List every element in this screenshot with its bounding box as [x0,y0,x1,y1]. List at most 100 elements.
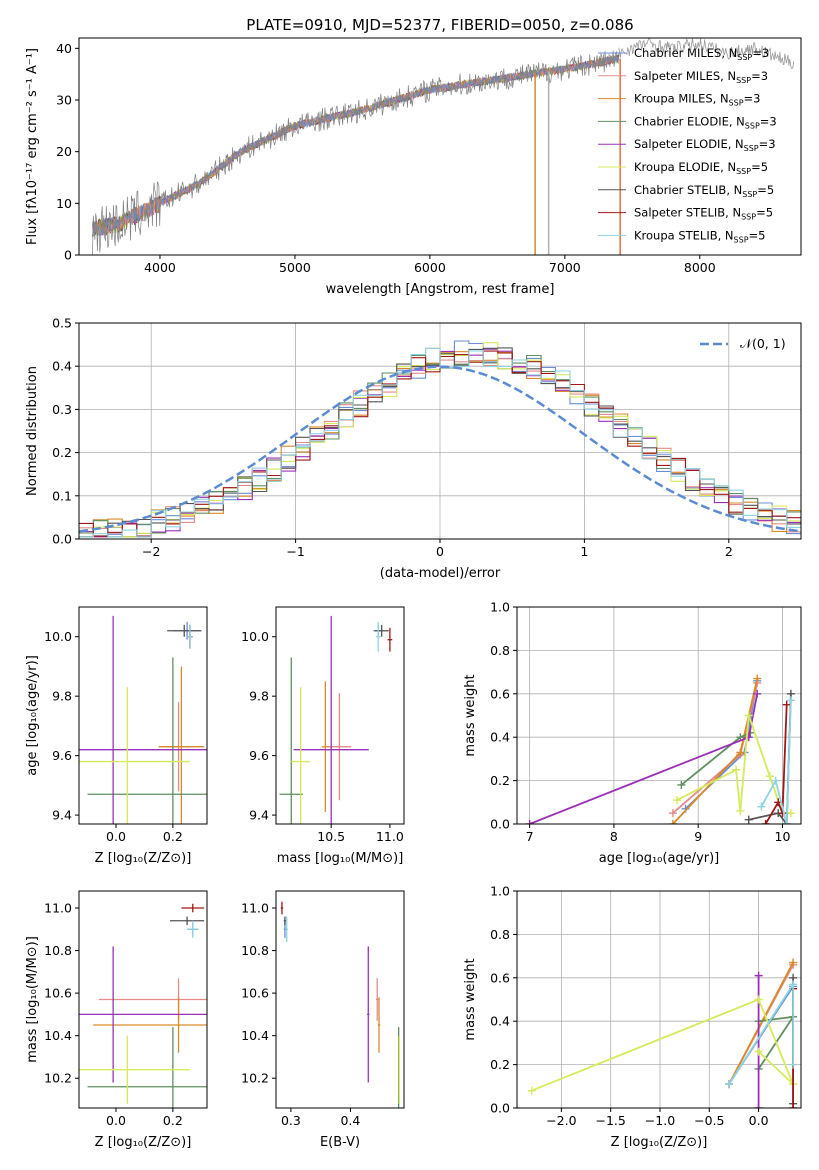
legend-text: Kroupa STELIB, N [634,228,734,242]
weight-series-krou_miles [668,674,762,824]
chart-residuals: −2 −1 0 1 2 0.0 0.1 0.2 0.3 0.4 0.5 (data-model)/er… [25,316,802,581]
x-tick-label: 8 [610,829,618,844]
legend-text: Chabrier ELODIE, N [634,114,745,128]
x-tick-label: 5000 [279,260,311,275]
chart-spectrum: 4000 5000 6000 7000 8000 0 10 20 30 40 wavelength … [25,37,802,297]
model-spectrum-krou_elod [92,56,620,236]
weight-marker [789,958,798,967]
weight-marker [736,748,745,757]
y-tick-label: 0.0 [490,817,510,832]
errorbar-salp_miles [376,978,379,1021]
weight-marker [725,1080,734,1089]
y-tick-label: 0.2 [52,445,72,460]
weight-line [531,998,794,1092]
weight-marker [789,1060,798,1069]
legend-text: Salpeter MILES, N [634,69,736,83]
x-tick-label: 0.4 [340,1113,360,1128]
weight-marker [732,765,741,774]
x-tick-label: 8000 [684,260,716,275]
weight-marker [757,802,766,811]
plot-area [527,958,798,1108]
x-tick-label: 11.0 [376,829,404,844]
x-tick-label: 2 [725,544,733,559]
plot-area [279,615,393,824]
weight-marker [744,815,753,824]
plot-area [525,674,795,824]
x-tick-label: 7 [526,829,534,844]
y-tick-label: 10.0 [241,629,269,644]
y-tick-label: 10.0 [44,629,72,644]
weight-line [529,693,759,824]
y-tick-label: 0.4 [490,1014,510,1029]
x-tick-label: 9 [694,829,702,844]
errorbar-krou_elod [291,687,311,824]
errorbar-salp_stel [181,903,205,913]
legend-subscript: SSP [734,235,749,244]
y-tick-label: 10.2 [44,1071,72,1086]
y-tick-label: 9.4 [249,808,269,823]
y-tick-label: 9.6 [52,748,72,763]
weight-marker [786,809,795,818]
y-tick-label: 10.6 [44,986,72,1001]
legend-subscript: SSP [742,190,757,199]
x-tick-label: 0.3 [281,1113,301,1128]
errorbar-krou_miles [158,666,205,824]
legend-text: Kroupa MILES, N [634,92,729,106]
errorbar-salp_elod [293,615,369,824]
legend-subscript: SSP [736,167,751,176]
chart-age_vs_mass: 10.5 11.0 9.4 9.6 9.8 10.0 mass [log₁₀(M/M⊙)] [241,606,405,866]
legend-text: Salpeter STELIB, N [634,206,741,220]
x-tick-label: 0 [436,544,444,559]
y-tick-label: 10 [56,196,72,211]
chart-weight_vs_Z: −2.0 −1.5 −1.0 −0.5 0.0 0.0 0.2 0.4 0.6 0.8 1.0 Z [… [463,884,802,1150]
axes-frame [275,890,405,1109]
chart-weight_vs_age: 7 8 9 10 0.0 0.2 0.4 0.6 0.8 1.0 age [log₁₀(age/yr… [463,600,802,866]
y-tick-label: 0.2 [490,1057,510,1072]
legend-entry-chab_stel: Chabrier STELIB, NSSP=5 [634,183,774,199]
y-tick-label: 0.5 [52,316,72,331]
chart-panels: 4000 5000 6000 7000 8000010203040wavelength … [25,37,802,1150]
y-tick-label: 30 [56,93,72,108]
observed-spectrum [92,50,620,255]
y-tick-label: 0.6 [490,686,510,701]
model-spectrum-chab_elod [92,55,620,237]
weight-marker [668,809,677,818]
y-tick-label: 0.3 [52,402,72,417]
y-tick-label: 11.0 [241,901,269,916]
chart-mass_vs_ebv: 0.3 0.4 10.2 10.4 10.6 10.8 11.0 E(B-V) [241,890,405,1150]
y-axis-label: age [log₁₀(age/yr)] [25,655,40,776]
legend-suffix: =5 [757,183,774,197]
errorbar-krou_elod [79,1035,190,1104]
y-axis-label: Normed distribution [25,366,40,496]
x-axis-label: E(B-V) [320,1135,360,1150]
weight-marker [754,1047,763,1056]
weight-marker [673,796,682,805]
weight-series-krou_elod [673,711,795,818]
weight-series-krou_elod [527,995,798,1095]
x-tick-label: −1.0 [645,1113,675,1128]
y-tick-label: 10.8 [44,943,72,958]
weight-marker [782,820,791,824]
errorbar-krou_miles [321,681,329,813]
y-tick-label: 1.0 [490,600,510,615]
y-tick-label: 20 [56,144,72,159]
y-tick-label: 0.8 [490,927,510,942]
axes-frame [516,606,802,825]
weight-marker [771,776,780,785]
y-tick-label: 0.0 [52,532,72,547]
axes-frame [516,890,802,1109]
figure-title: PLATE=0910, MJD=52377, FIBERID=0050, z=0… [246,16,633,34]
x-tick-label: 0.2 [163,1113,183,1128]
legend-subscript: SSP [736,76,751,85]
x-tick-label: 6000 [414,260,446,275]
plot-area [79,340,801,538]
errorbar-krou_miles [93,997,207,1053]
y-tick-label: 0.2 [490,773,510,788]
weight-marker [527,1086,536,1095]
y-tick-label: 11.0 [44,901,72,916]
y-tick-label: 10.2 [241,1071,269,1086]
legend-suffix: =3 [752,46,769,60]
errorbar-krou_stel [375,621,381,652]
x-tick-label: 0.0 [106,1113,126,1128]
x-tick-label: −1 [286,544,304,559]
